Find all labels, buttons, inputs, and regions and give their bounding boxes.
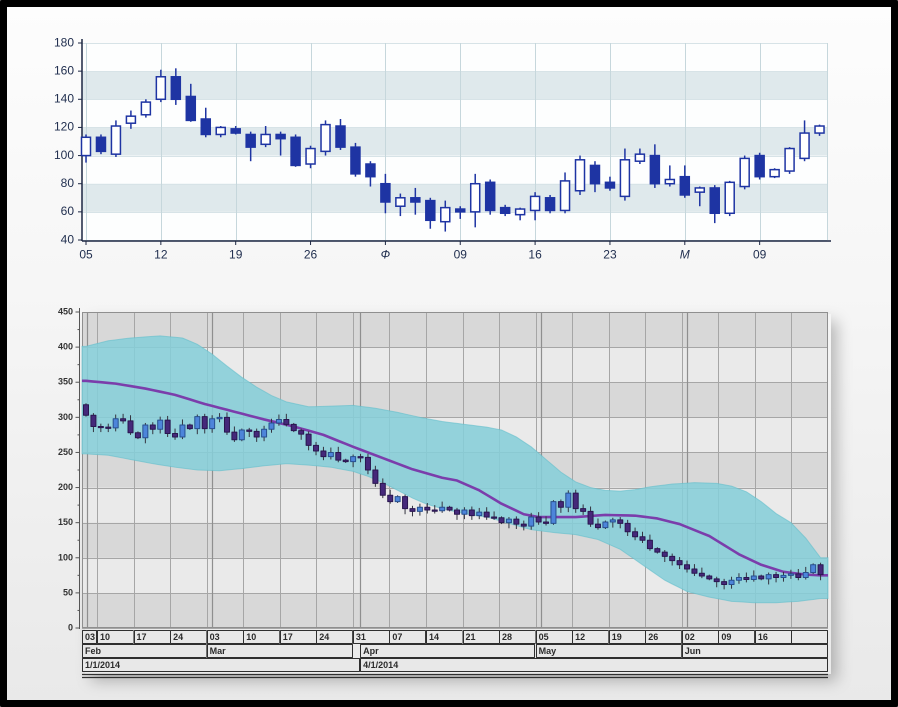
bottom-candlestick-bollinger-chart[interactable] [7, 295, 891, 695]
top-candlestick-chart[interactable] [7, 7, 891, 289]
top-candlestick-chart-card [7, 7, 891, 289]
bottom-candlestick-chart-card [7, 295, 891, 695]
